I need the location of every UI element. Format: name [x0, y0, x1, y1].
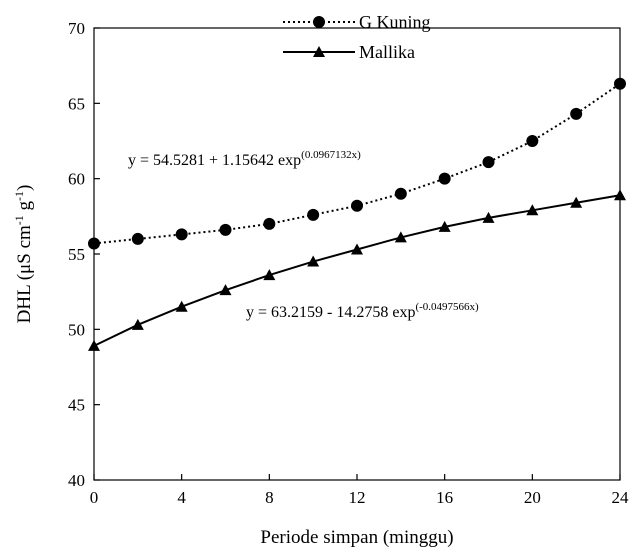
x-axis-label: Periode simpan (minggu) [260, 527, 453, 548]
y-tick-label: 55 [68, 245, 85, 264]
y-axis-label-prefix: DHL (μS cm [14, 225, 35, 323]
legend-item-g-kuning: G Kuning [283, 12, 431, 32]
equation-g-kuning-base: y = 54.5281 + 1.15642 exp [128, 152, 301, 169]
y-tick-label: 50 [68, 320, 85, 339]
data-point-mallika [131, 318, 144, 330]
data-point-g-kuning [394, 187, 407, 200]
x-tick-label: 20 [524, 488, 541, 507]
data-point-mallika [570, 196, 583, 208]
data-point-mallika [307, 255, 320, 267]
data-point-mallika [482, 211, 495, 223]
data-point-g-kuning [482, 156, 495, 169]
data-point-mallika [438, 220, 451, 232]
data-point-mallika [263, 269, 276, 281]
y-axis-label-exp1: -1 [12, 215, 26, 225]
data-point-g-kuning [131, 232, 144, 245]
y-axis-label-exp2: -1 [12, 191, 26, 201]
y-tick-label: 40 [68, 471, 85, 490]
data-point-g-kuning [351, 199, 363, 212]
data-point-mallika [351, 243, 363, 255]
data-point-g-kuning [88, 237, 100, 250]
equation-mallika: y = 63.2159 - 14.2758 exp(-0.0497566x) [246, 301, 479, 321]
legend-label-g-kuning: G Kuning [359, 12, 431, 32]
data-point-g-kuning [263, 217, 276, 230]
data-point-mallika [88, 339, 100, 351]
y-axis-label: DHL (μS cm-1 g-1) [12, 185, 35, 324]
y-axis-label-suffix: ) [14, 185, 35, 191]
y-axis-label-mid: g [14, 200, 35, 215]
x-tick-label: 4 [177, 488, 186, 507]
equation-mallika-base: y = 63.2159 - 14.2758 exp [246, 304, 415, 321]
equation-mallika-exponent: (-0.0497566x) [415, 301, 479, 313]
data-point-mallika [526, 204, 539, 216]
y-axis-ticks: 40 45 50 55 60 65 70 [68, 19, 100, 490]
x-tick-label: 12 [349, 488, 366, 507]
x-tick-label: 8 [265, 488, 274, 507]
y-tick-label: 45 [68, 396, 85, 415]
legend-item-mallika: Mallika [283, 42, 415, 62]
data-point-mallika [175, 300, 188, 312]
x-tick-label: 0 [90, 488, 99, 507]
equation-g-kuning-exponent: (0.0967132x) [301, 149, 361, 161]
series-line-mallika [93, 194, 621, 347]
x-tick-label: 16 [436, 488, 453, 507]
data-point-mallika [219, 284, 232, 296]
data-point-g-kuning [570, 107, 583, 120]
y-tick-label: 65 [68, 94, 85, 113]
data-point-mallika [394, 231, 407, 243]
legend: G Kuning Mallika [283, 12, 431, 62]
data-point-g-kuning [219, 223, 232, 236]
equation-g-kuning: y = 54.5281 + 1.15642 exp(0.0967132x) [128, 149, 361, 169]
x-tick-label: 24 [612, 488, 630, 507]
data-point-g-kuning [175, 228, 188, 241]
data-point-g-kuning [526, 135, 539, 147]
data-point-g-kuning [438, 172, 451, 185]
legend-marker-g-kuning [313, 16, 325, 28]
data-point-mallika [614, 189, 626, 201]
series-layer [88, 77, 626, 351]
y-tick-label: 60 [68, 170, 85, 189]
y-tick-label: 70 [68, 19, 85, 38]
legend-label-mallika: Mallika [359, 42, 415, 62]
data-point-g-kuning [307, 208, 320, 221]
data-point-g-kuning [614, 77, 626, 90]
x-axis-ticks: 0 4 8 12 16 20 24 [90, 474, 629, 507]
legend-marker-mallika [313, 46, 325, 57]
